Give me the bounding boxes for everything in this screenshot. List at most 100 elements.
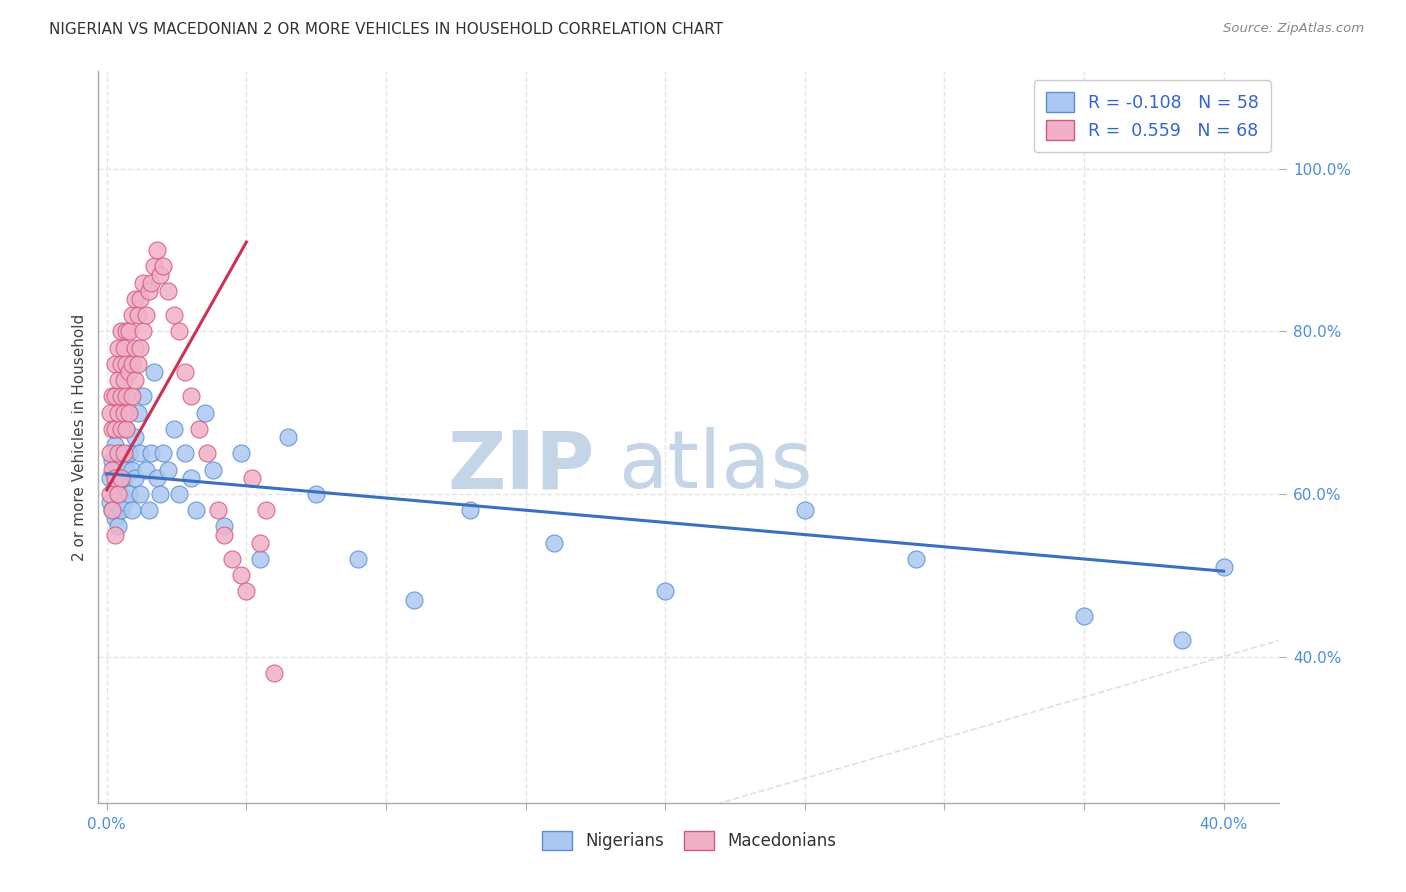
Point [193,406,215,420]
Point [110,325,132,339]
Point [115,462,138,476]
Point [104,511,127,525]
Point [104,422,127,436]
Point [263,665,285,680]
Point [107,446,129,460]
Point [115,357,138,371]
Point [112,495,135,509]
Point [112,373,135,387]
Text: Source: ZipAtlas.com: Source: ZipAtlas.com [1223,22,1364,36]
Point [195,446,218,460]
Point [138,284,160,298]
Point [229,568,252,582]
Point [98,406,121,420]
Point [221,552,243,566]
Point [110,487,132,501]
Point [149,487,172,501]
Point [132,276,155,290]
Point [112,341,135,355]
Point [143,365,166,379]
Point [98,487,121,501]
Legend: Nigerians, Macedonians: Nigerians, Macedonians [536,824,842,856]
Point [305,487,328,501]
Point [98,471,121,485]
Point [402,592,425,607]
Point [104,389,127,403]
Point [101,422,124,436]
Point [121,389,143,403]
Point [186,503,208,517]
Point [101,503,124,517]
Point [235,584,257,599]
Point [107,341,129,355]
Point [115,422,138,436]
Point [107,454,129,468]
Point [107,373,129,387]
Point [124,471,146,485]
Point [107,406,129,420]
Point [104,471,127,485]
Point [169,487,191,501]
Point [124,373,146,387]
Point [127,308,149,322]
Point [115,325,138,339]
Point [138,503,160,517]
Point [101,389,124,403]
Point [793,503,815,517]
Point [112,454,135,468]
Point [174,365,197,379]
Point [101,454,124,468]
Point [347,552,370,566]
Point [146,471,169,485]
Point [180,471,202,485]
Point [107,519,129,533]
Point [163,308,186,322]
Point [163,422,186,436]
Y-axis label: 2 or more Vehicles in Household: 2 or more Vehicles in Household [72,313,87,561]
Point [229,446,252,460]
Point [187,422,209,436]
Text: NIGERIAN VS MACEDONIAN 2 OR MORE VEHICLES IN HOUSEHOLD CORRELATION CHART: NIGERIAN VS MACEDONIAN 2 OR MORE VEHICLE… [49,22,723,37]
Point [201,462,224,476]
Point [104,479,127,493]
Point [110,446,132,460]
Point [127,357,149,371]
Point [146,243,169,257]
Point [104,438,127,452]
Point [101,462,124,476]
Point [124,292,146,306]
Point [143,260,166,274]
Point [207,503,229,517]
Point [254,503,277,517]
Point [118,446,141,460]
Point [129,292,152,306]
Point [110,471,132,485]
Point [249,535,271,549]
Point [135,308,157,322]
Point [107,487,129,501]
Point [98,446,121,460]
Point [110,422,132,436]
Point [157,462,180,476]
Point [152,260,174,274]
Point [141,446,163,460]
Point [129,487,152,501]
Point [115,422,138,436]
Point [112,446,135,460]
Point [129,446,152,460]
Point [115,389,138,403]
Point [543,535,565,549]
Point [104,357,127,371]
Point [118,487,141,501]
Point [152,446,174,460]
Point [118,406,141,420]
Point [458,503,481,517]
Point [129,341,152,355]
Point [121,357,143,371]
Point [98,495,121,509]
Point [1212,560,1234,574]
Point [135,462,157,476]
Point [141,276,163,290]
Point [118,325,141,339]
Text: ZIP: ZIP [447,427,595,506]
